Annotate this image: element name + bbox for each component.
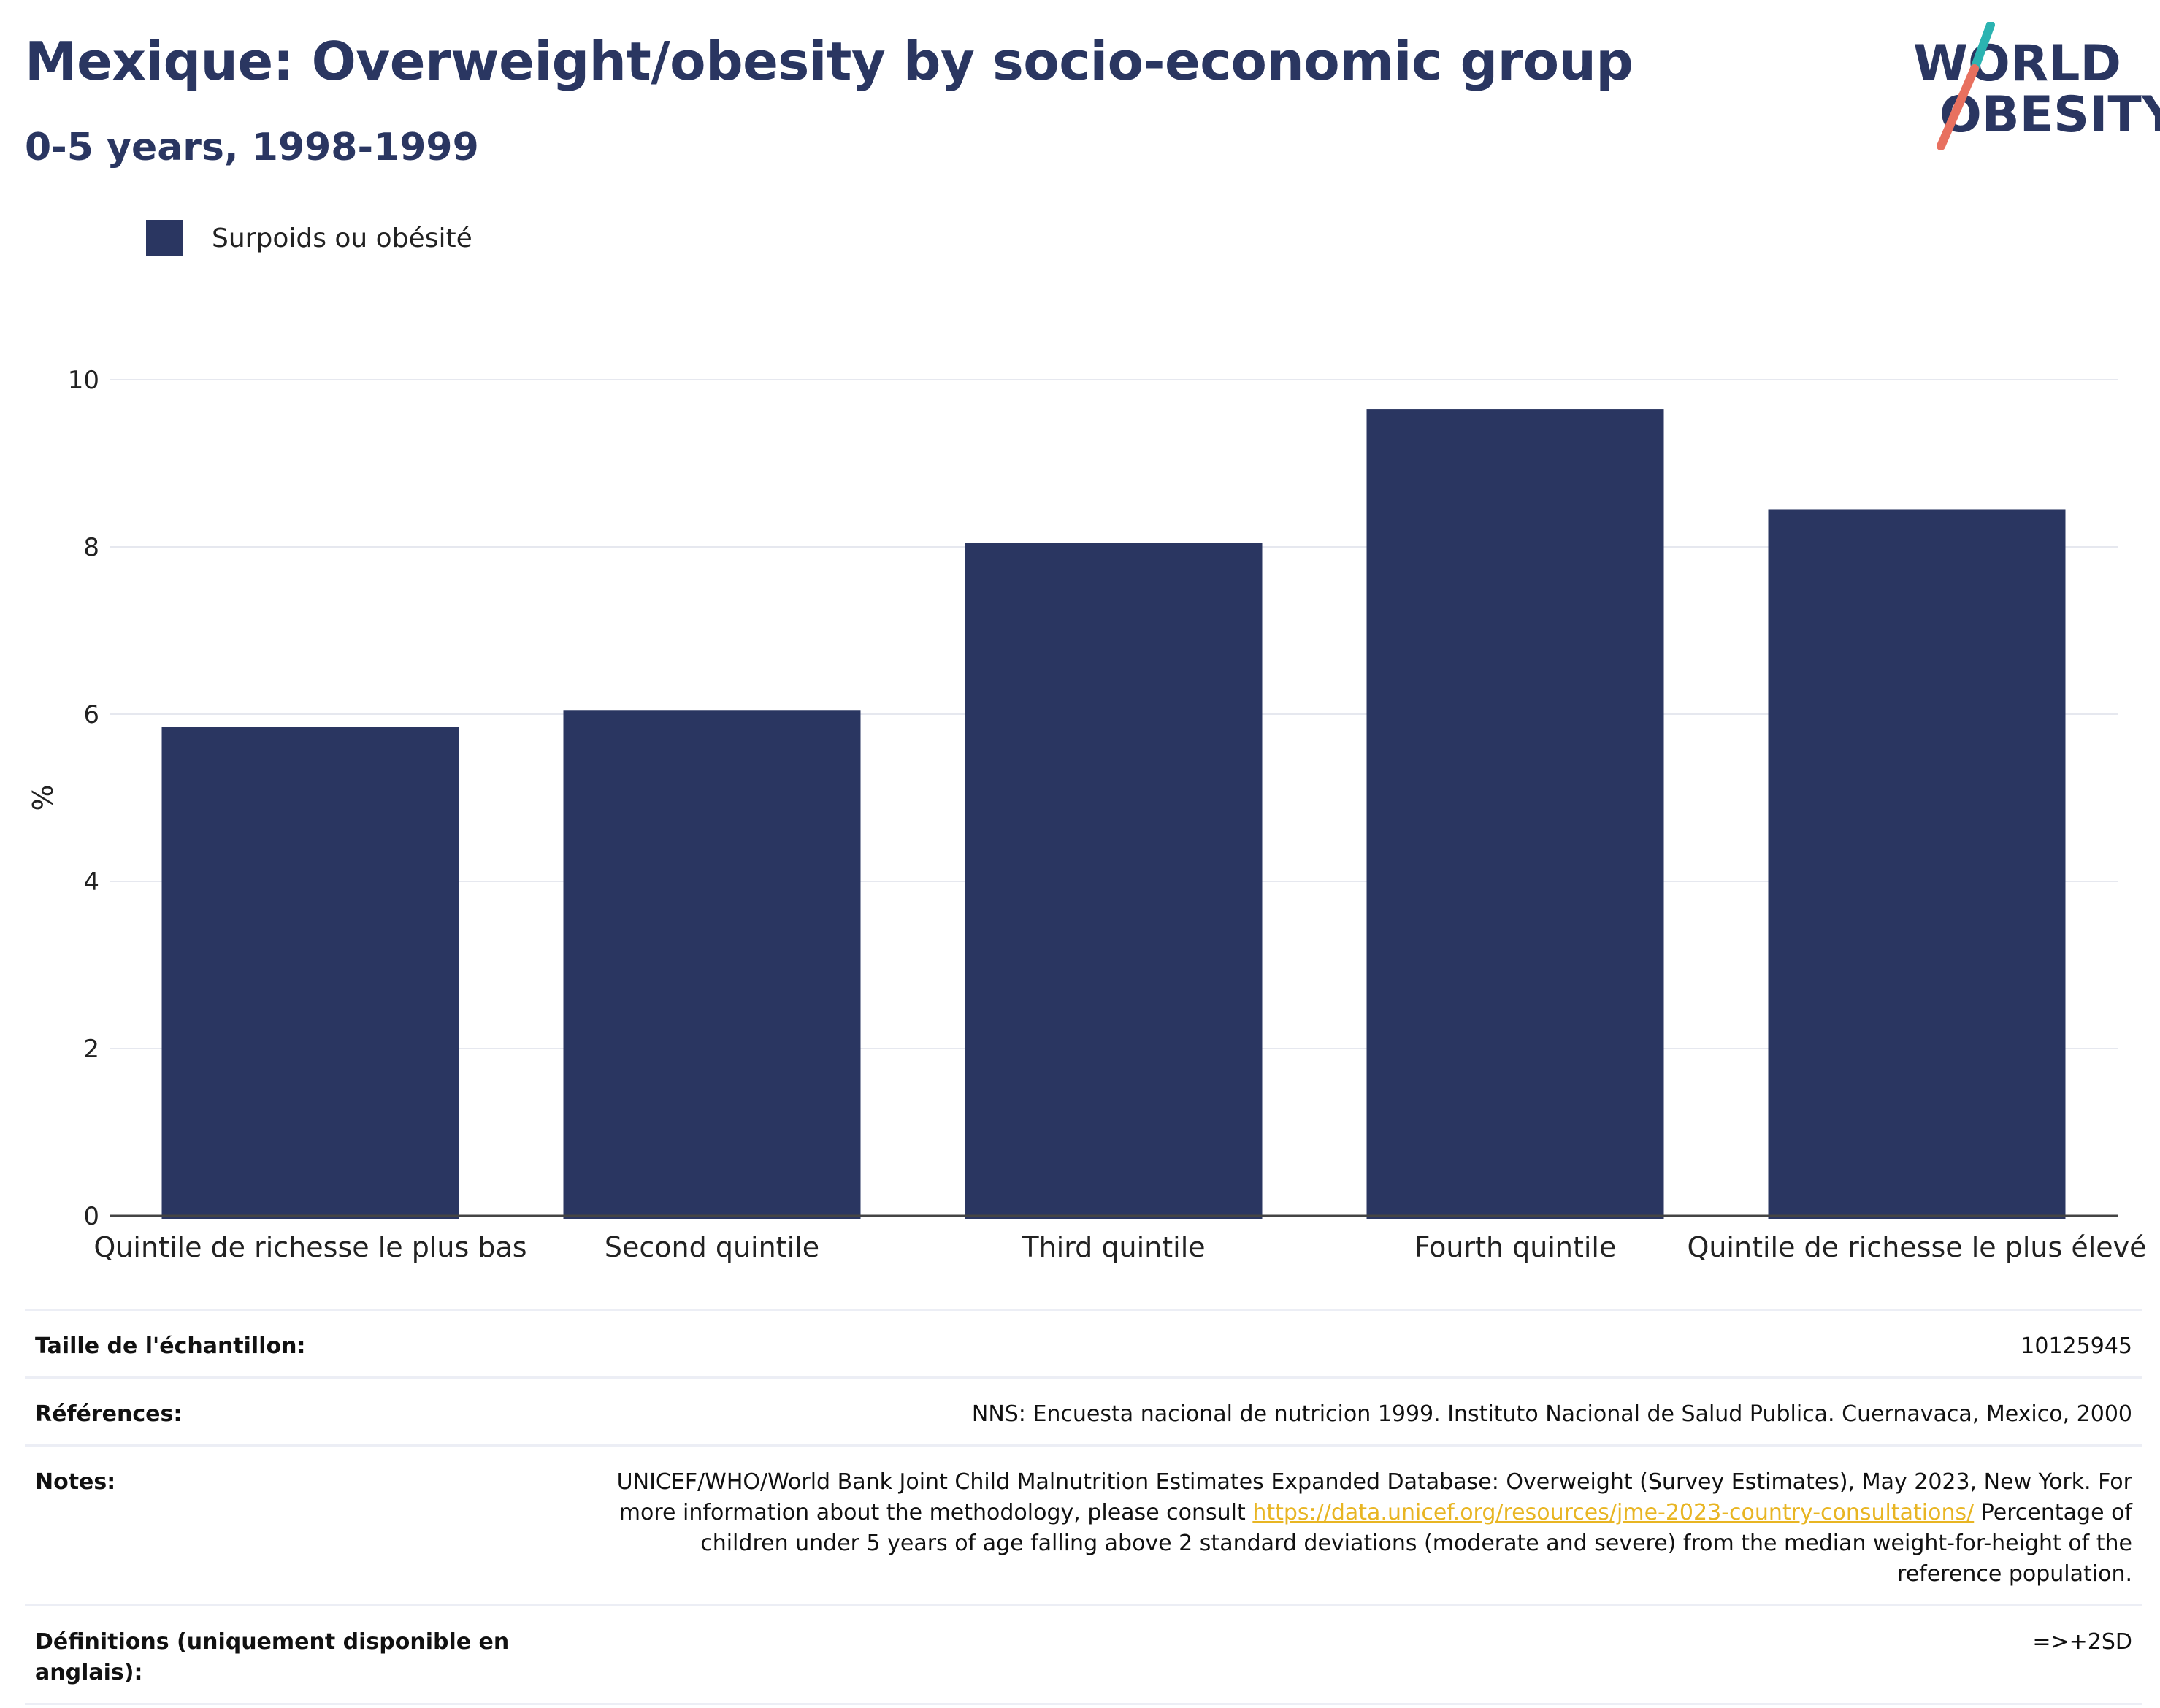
page-title: Mexique: Overweight/obesity by socio-eco…: [25, 31, 1634, 92]
table-row-definitions: Définitions (uniquement disponible en an…: [25, 1604, 2142, 1705]
page-subtitle: 0-5 years, 1998-1999: [25, 126, 479, 169]
y-tick-label: 8: [83, 533, 99, 562]
notes-text-pre: UNICEF/WHO/World Bank Joint Child Malnut…: [616, 1469, 2132, 1525]
row-key: Notes:: [35, 1469, 116, 1495]
chart-legend: Surpoids ou obésité: [146, 219, 472, 257]
world-obesity-logo[interactable]: WORLD OBESITY: [1884, 22, 2160, 153]
x-tick-label: Quintile de richesse le plus élevé: [1687, 1231, 2146, 1263]
notes-link[interactable]: https://data.unicef.org/resources/jme-20…: [1252, 1500, 1975, 1525]
row-value: NNS: Encuesta nacional de nutricion 1999…: [971, 1401, 2132, 1427]
y-axis-label: %: [27, 784, 59, 811]
logo-line-2: OBESITY: [1939, 86, 2160, 144]
y-tick-label: 6: [83, 700, 99, 729]
info-table: Taille de l'échantillon: 10125945 Référe…: [25, 1309, 2142, 1705]
y-tick-label: 2: [83, 1035, 99, 1064]
legend-swatch: [146, 220, 183, 256]
y-tick-label: 4: [83, 868, 99, 897]
legend-label: Surpoids ou obésité: [212, 223, 472, 253]
notes-text-post: Percentage of children under 5 years of …: [700, 1500, 2132, 1587]
y-tick-label: 10: [68, 366, 99, 395]
row-value: 10125945: [2021, 1333, 2132, 1359]
y-tick-label: 0: [83, 1202, 99, 1231]
row-value: UNICEF/WHO/World Bank Joint Child Malnut…: [613, 1467, 2132, 1590]
x-tick-label: Fourth quintile: [1414, 1231, 1617, 1263]
row-key: Taille de l'échantillon:: [35, 1333, 306, 1359]
table-row-references: Références: NNS: Encuesta nacional de nu…: [25, 1376, 2142, 1444]
logo-line-1: WORLD: [1913, 35, 2121, 93]
bar: [1366, 409, 1664, 1219]
row-value: =>+2SD: [2032, 1629, 2132, 1655]
row-key: Références:: [35, 1401, 183, 1427]
x-tick-label: Third quintile: [1021, 1231, 1205, 1263]
logo-slash-icon: [1937, 22, 1995, 150]
bar: [563, 710, 861, 1219]
x-tick-label: Second quintile: [605, 1231, 819, 1263]
table-row-sample-size: Taille de l'échantillon: 10125945: [25, 1309, 2142, 1376]
bar: [161, 727, 459, 1219]
x-tick-label: Quintile de richesse le plus bas: [93, 1231, 526, 1263]
row-key: Définitions (uniquement disponible en an…: [35, 1629, 510, 1685]
bar: [965, 543, 1263, 1219]
bar-chart: 0 2 4 6 8 10% Quintile de richesse le plus bas…: [27, 366, 2147, 1263]
bar: [1768, 509, 2066, 1219]
table-row-notes: Notes: UNICEF/WHO/World Bank Joint Child…: [25, 1444, 2142, 1604]
